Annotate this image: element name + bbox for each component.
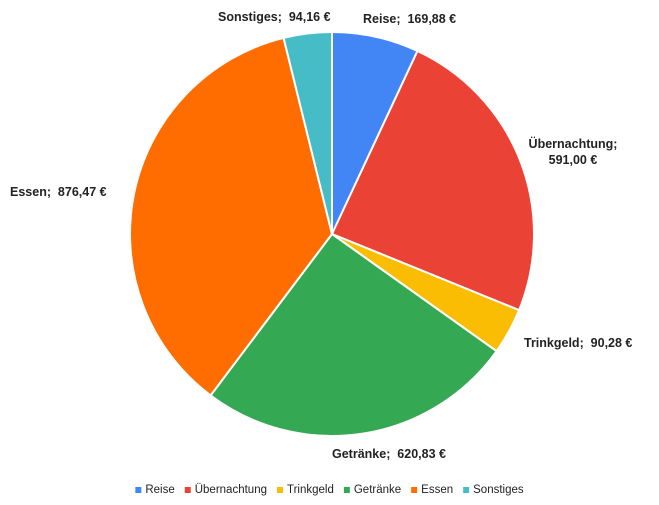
legend-label-reise: Reise bbox=[145, 484, 174, 496]
pie-slices bbox=[129, 30, 535, 437]
legend-swatch-trinkgeld bbox=[276, 487, 283, 493]
legend-swatch-getraenke bbox=[343, 487, 350, 493]
slice-label-getraenke: Getränke; 620,83 € bbox=[332, 447, 446, 461]
legend-label-essen: Essen bbox=[421, 484, 453, 496]
legend-label-trinkgeld: Trinkgeld bbox=[287, 484, 334, 496]
legend-swatch-reise bbox=[135, 487, 142, 493]
legend-label-uebernachtung: Übernachtung bbox=[195, 484, 267, 496]
slice-label-line: 591,00 € bbox=[549, 153, 598, 167]
slice-label-line: Trinkgeld; 90,28 € bbox=[524, 336, 632, 350]
slice-label-line: Getränke; 620,83 € bbox=[332, 447, 446, 461]
slice-labels: Reise; 169,88 € Übernachtung; 591,00 € Trin… bbox=[10, 10, 632, 461]
slice-label-trinkgeld: Trinkgeld; 90,28 € bbox=[524, 336, 632, 350]
legend-label-getraenke: Getränke bbox=[354, 484, 401, 496]
slice-label-sonstiges: Sonstiges; 94,16 € bbox=[218, 10, 331, 24]
legend: Reise Übernachtung Trinkgeld Getränke Essen S… bbox=[135, 484, 524, 496]
slice-label-line: Übernachtung; bbox=[529, 136, 618, 151]
slice-label-uebernachtung: Übernachtung; 591,00 € bbox=[529, 136, 618, 167]
legend-swatch-essen bbox=[411, 487, 418, 493]
slice-label-line: Reise; 169,88 € bbox=[363, 12, 456, 26]
legend-label-sonstiges: Sonstiges bbox=[473, 484, 524, 496]
legend-swatch-sonstiges bbox=[463, 487, 470, 493]
pie-slice-getraenke bbox=[209, 232, 498, 437]
slice-label-reise: Reise; 169,88 € bbox=[363, 12, 456, 26]
pie-slice-essen bbox=[129, 36, 334, 397]
slice-label-line: Sonstiges; 94,16 € bbox=[218, 10, 331, 24]
slice-label-line: Essen; 876,47 € bbox=[10, 185, 107, 199]
legend-swatch-uebernachtung bbox=[184, 487, 191, 493]
slice-label-essen: Essen; 876,47 € bbox=[10, 185, 107, 199]
pie-slice-uebernachtung bbox=[330, 49, 535, 312]
pie-slice-sonstiges bbox=[282, 30, 333, 235]
